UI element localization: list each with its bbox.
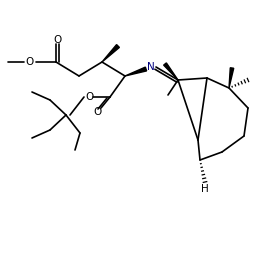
Polygon shape xyxy=(125,67,147,76)
Text: O: O xyxy=(85,92,93,102)
Text: O: O xyxy=(26,57,34,67)
Polygon shape xyxy=(102,45,119,62)
Text: H: H xyxy=(201,184,209,194)
Polygon shape xyxy=(164,63,178,80)
Text: O: O xyxy=(93,107,101,117)
Polygon shape xyxy=(229,68,234,88)
Text: N: N xyxy=(147,62,155,72)
Text: O: O xyxy=(53,35,61,45)
